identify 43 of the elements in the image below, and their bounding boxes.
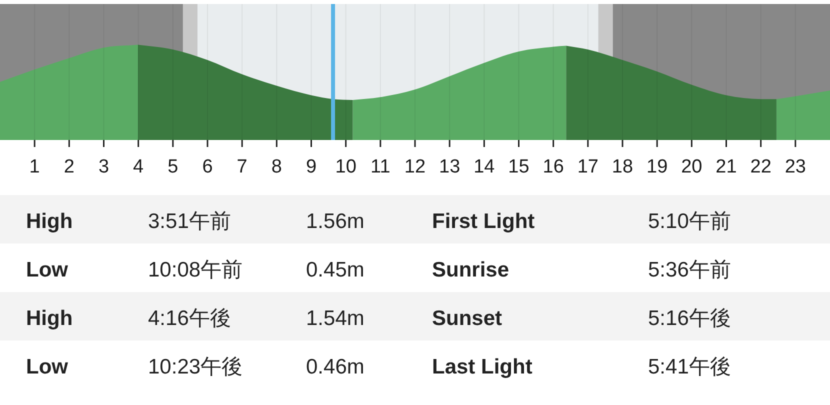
text: 5:10午前: [648, 210, 731, 233]
text: 3:51午前: [148, 210, 231, 233]
x-tick-label: 23: [784, 156, 806, 178]
text: Last Light: [432, 356, 532, 378]
x-tick-label: 2: [64, 156, 74, 178]
x-tick-label: 3: [98, 156, 110, 178]
text: 1.56m: [306, 210, 364, 233]
x-tick-label: 16: [542, 156, 564, 178]
x-tick-label: 22: [750, 156, 772, 178]
text: High: [26, 307, 73, 330]
x-tick-label: 6: [202, 156, 213, 178]
x-tick-label: 1: [29, 156, 40, 178]
x-tick-label: 17: [577, 156, 598, 178]
text: 1.54m: [306, 307, 364, 330]
x-tick-label: 4: [133, 156, 144, 178]
x-tick-label: 8: [271, 156, 282, 178]
text: 5:36午前: [648, 258, 731, 282]
text: 0.45m: [306, 258, 364, 282]
x-tick-label: 7: [236, 156, 248, 178]
x-tick-label: 10: [335, 156, 356, 178]
text: 10:23午後: [148, 356, 243, 378]
text: Low: [26, 356, 69, 378]
x-tick-label: 21: [716, 156, 737, 178]
text: Sunset: [432, 307, 502, 330]
x-tick-label: 9: [306, 156, 317, 178]
x-tick-label: 13: [439, 156, 460, 178]
text: High: [26, 210, 73, 233]
x-tick-label: 14: [474, 156, 496, 178]
text: 5:16午後: [648, 307, 731, 330]
text: 10:08午前: [148, 258, 243, 282]
text: Sunrise: [432, 258, 510, 282]
x-tick-label: 15: [508, 156, 530, 178]
x-tick-label: 19: [646, 156, 668, 178]
text: 5:41午後: [648, 356, 731, 378]
x-tick-label: 5: [168, 156, 178, 178]
x-tick-label: 12: [404, 156, 426, 178]
text: First Light: [432, 210, 535, 233]
text: Low: [26, 258, 69, 282]
text: 4:16午後: [148, 307, 231, 330]
x-tick-label: 18: [612, 156, 634, 178]
x-tick-label: 11: [370, 156, 390, 178]
x-tick-label: 20: [681, 156, 702, 178]
text: 0.46m: [306, 356, 364, 378]
